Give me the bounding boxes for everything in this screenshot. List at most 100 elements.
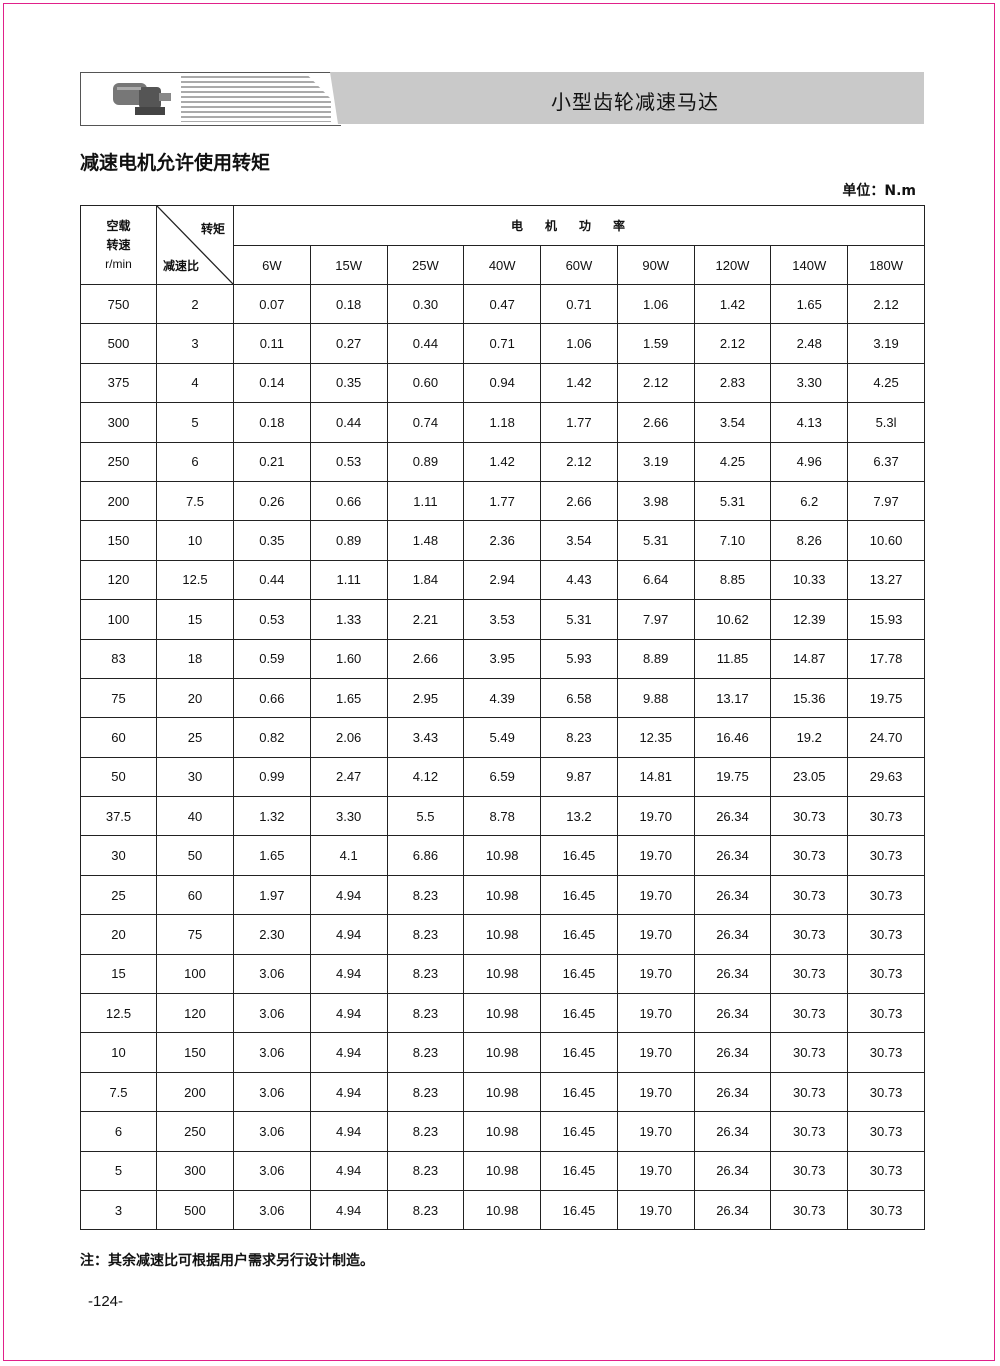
torque-cell: 1.42 [540, 362, 618, 404]
torque-cell: 0.71 [540, 283, 618, 325]
torque-cell: 2.06 [309, 717, 388, 758]
power-column-header: 6W [233, 245, 311, 285]
table-row: 75 20 0.66 1.65 2.95 4.39 6.58 9.88 13.17 15.36 19… [80, 677, 925, 719]
table-row: 60 25 0.82 2.06 3.43 5.49 8.23 12.35 16.46 19.2 24… [80, 717, 925, 758]
torque-cell: 1.42 [463, 441, 542, 482]
torque-cell: 1.18 [463, 402, 542, 443]
table-row: 83 18 0.59 1.60 2.66 3.95 5.93 8.89 11.85 14.87 17… [80, 638, 925, 679]
torque-cell: 19.70 [616, 1032, 695, 1073]
ratio-cell: 100 [156, 953, 234, 995]
diagonal-line [157, 206, 233, 284]
torque-cell: 10.60 [847, 520, 925, 561]
ratio-cell: 6 [156, 441, 234, 482]
header-banner: 小型齿轮减速马达 [80, 72, 924, 126]
ratio-cell: 12.5 [156, 559, 234, 601]
torque-cell: 19.75 [847, 677, 925, 719]
torque-cell: 26.34 [693, 1111, 772, 1152]
torque-cell: 16.45 [540, 835, 618, 876]
torque-cell: 0.44 [233, 559, 311, 601]
torque-cell: 19.70 [616, 1150, 695, 1191]
torque-cell: 3.06 [233, 1189, 311, 1231]
torque-cell: 26.34 [693, 835, 772, 876]
torque-cell: 4.94 [309, 1150, 388, 1191]
torque-cell: 10.33 [770, 559, 849, 601]
torque-cell: 1.06 [616, 283, 695, 325]
torque-cell: 10.98 [463, 953, 542, 995]
torque-cell: 30.73 [847, 993, 925, 1034]
torque-cell: 15.36 [770, 677, 849, 719]
ratio-cell: 40 [156, 796, 234, 837]
torque-cell: 1.42 [693, 283, 772, 325]
torque-cell: 1.48 [386, 520, 465, 561]
torque-cell: 30.73 [770, 1150, 849, 1191]
torque-cell: 2.12 [616, 362, 695, 404]
torque-cell: 30.73 [847, 914, 925, 955]
torque-cell: 4.25 [847, 362, 925, 404]
torque-cell: 30.73 [770, 1071, 849, 1113]
speed-cell: 83 [80, 638, 157, 679]
torque-cell: 6.58 [540, 677, 618, 719]
torque-cell: 8.23 [540, 717, 618, 758]
gear-motor-image [113, 83, 171, 115]
torque-cell: 8.23 [386, 1150, 465, 1191]
torque-cell: 6.2 [770, 480, 849, 522]
torque-cell: 1.65 [770, 283, 849, 325]
torque-cell: 13.2 [540, 796, 618, 837]
torque-table: 空载 转速 r/min 转矩 减速比 电机功率 6W 15W 25W 40W 60W 90… [80, 205, 925, 1231]
torque-cell: 5.31 [616, 520, 695, 561]
torque-cell: 0.89 [386, 441, 465, 482]
torque-cell: 30.73 [847, 835, 925, 876]
speed-cell: 300 [80, 402, 157, 443]
torque-cell: 30.73 [770, 1111, 849, 1152]
torque-cell: 4.94 [309, 953, 388, 995]
ratio-cell: 250 [156, 1111, 234, 1152]
torque-cell: 16.45 [540, 993, 618, 1034]
torque-cell: 26.34 [693, 993, 772, 1034]
table-row: 3 500 3.06 4.94 8.23 10.98 16.45 19.70 26.34 30.7… [80, 1189, 925, 1231]
torque-cell: 5.93 [540, 638, 618, 679]
ratio-cell: 60 [156, 874, 234, 916]
ratio-cell: 200 [156, 1071, 234, 1113]
torque-cell: 1.11 [386, 480, 465, 522]
torque-cell: 0.11 [233, 323, 311, 364]
table-row: 5 300 3.06 4.94 8.23 10.98 16.45 19.70 26.34 30.7… [80, 1150, 925, 1191]
torque-cell: 29.63 [847, 756, 925, 798]
torque-cell: 5.5 [386, 796, 465, 837]
torque-cell: 30.73 [847, 874, 925, 916]
torque-cell: 5.31 [540, 599, 618, 640]
table-row: 300 5 0.18 0.44 0.74 1.18 1.77 2.66 3.54 4.13 5.3l [80, 402, 925, 443]
speed-header-unit: r/min [105, 256, 132, 271]
torque-cell: 4.94 [309, 1111, 388, 1152]
torque-cell: 0.53 [233, 599, 311, 640]
torque-cell: 30.73 [847, 1032, 925, 1073]
torque-cell: 6.37 [847, 441, 925, 482]
table-row: 15 100 3.06 4.94 8.23 10.98 16.45 19.70 26.34 30.… [80, 953, 925, 995]
torque-cell: 26.34 [693, 914, 772, 955]
torque-cell: 19.70 [616, 953, 695, 995]
power-column-header: 40W [463, 245, 542, 285]
torque-cell: 3.98 [616, 480, 695, 522]
ratio-cell: 18 [156, 638, 234, 679]
speed-cell: 100 [80, 599, 157, 640]
speed-cell: 750 [80, 283, 157, 325]
torque-cell: 0.82 [233, 717, 311, 758]
torque-cell: 3.06 [233, 1032, 311, 1073]
torque-cell: 10.98 [463, 993, 542, 1034]
torque-cell: 10.98 [463, 1111, 542, 1152]
torque-cell: 30.73 [847, 1111, 925, 1152]
torque-cell: 2.95 [386, 677, 465, 719]
torque-cell: 8.23 [386, 1189, 465, 1231]
torque-cell: 30.73 [770, 874, 849, 916]
power-column-header: 15W [309, 245, 388, 285]
torque-cell: 5.49 [463, 717, 542, 758]
speed-cell: 6 [80, 1111, 157, 1152]
speed-cell: 10 [80, 1032, 157, 1073]
torque-cell: 26.34 [693, 1071, 772, 1113]
torque-cell: 0.94 [463, 362, 542, 404]
torque-cell: 8.23 [386, 874, 465, 916]
torque-cell: 7.97 [847, 480, 925, 522]
torque-cell: 1.97 [233, 874, 311, 916]
torque-cell: 1.60 [309, 638, 388, 679]
ratio-label: 减速比 [163, 259, 200, 273]
torque-cell: 0.35 [309, 362, 388, 404]
